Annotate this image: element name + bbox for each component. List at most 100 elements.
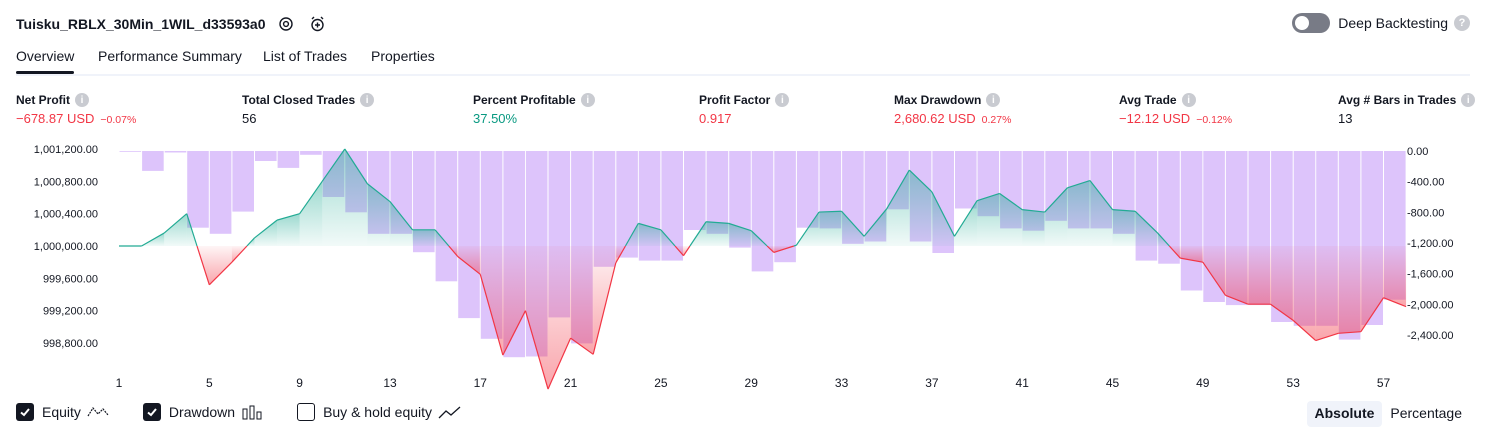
info-icon[interactable]: i [1461, 93, 1475, 107]
drawdown-bar [255, 151, 277, 161]
metric-profit-factor: Profit Factor i 0.917 [699, 93, 789, 126]
metric-value-text: 13 [1338, 111, 1352, 126]
equity-area-segment [706, 222, 729, 246]
info-icon[interactable]: i [75, 93, 89, 107]
metric-value-text: 2,680.62 USD [894, 111, 976, 126]
metric-avg-trade: Avg Trade i −12.12 USD −0.12% [1119, 93, 1232, 126]
metric-value: 13 [1338, 111, 1475, 126]
equity-area-segment [1113, 210, 1136, 246]
info-icon[interactable]: i [581, 93, 595, 107]
x-axis-tick-label: 21 [564, 376, 578, 390]
x-axis-tick-label: 1 [116, 376, 123, 390]
drawdown-bar [797, 151, 819, 228]
info-icon[interactable]: i [1182, 93, 1196, 107]
tab-list-of-trades[interactable]: List of Trades [263, 48, 347, 64]
left-axis-tick-label: 998,800.00 [43, 338, 98, 350]
equity-line-segment [819, 211, 842, 212]
drawdown-bar [774, 151, 796, 262]
buy-hold-checkbox[interactable] [297, 403, 315, 421]
right-axis-labels: 0.00 -400.00 -800.00 -1,200.00 -1,600.00 -2,0… [1407, 146, 1453, 342]
x-axis-tick-label: 57 [1377, 376, 1391, 390]
right-axis-tick-label: -1,600.00 [1407, 269, 1453, 281]
equity-area-segment [1316, 246, 1339, 341]
drawdown-bar [278, 151, 300, 168]
metric-label-text: Profit Factor [699, 93, 770, 107]
legend-buy-hold-equity[interactable]: Buy & hold equity [297, 403, 462, 421]
drawdown-bar [1181, 151, 1203, 291]
add-alert-clock-icon[interactable] [306, 12, 330, 36]
metric-label: Net Profit i [16, 93, 136, 107]
deep-backtesting-toggle[interactable] [1292, 13, 1330, 33]
chart-legend: Equity Drawdown Buy & hold equity [16, 403, 496, 421]
metric-total-closed-trades: Total Closed Trades i 56 [242, 93, 374, 126]
x-axis-tick-label: 45 [1106, 376, 1120, 390]
metric-percent-profitable: Percent Profitable i 37.50% [473, 93, 595, 126]
metric-value-text: 56 [242, 111, 256, 126]
drawdown-bar [458, 151, 480, 318]
metric-label: Max Drawdown i [894, 93, 1011, 107]
settings-gear-icon[interactable] [274, 12, 298, 36]
drawdown-bars-icon [241, 404, 263, 420]
equity-area-segment [1067, 181, 1090, 246]
legend-equity[interactable]: Equity [16, 403, 109, 421]
metric-value-text: −678.87 USD [16, 111, 94, 126]
mode-percentage-button[interactable]: Percentage [1382, 401, 1470, 427]
equity-drawdown-chart[interactable]: 1,001,200.00 1,000,800.00 1,000,400.00 1,00… [0, 138, 1486, 396]
x-axis-tick-label: 41 [1016, 376, 1030, 390]
metric-label-text: Avg Trade [1119, 93, 1177, 107]
x-axis-tick-label: 53 [1287, 376, 1301, 390]
drawdown-checkbox[interactable] [143, 403, 161, 421]
x-axis-tick-label: 17 [474, 376, 488, 390]
value-mode-switch: Absolute Percentage [1307, 401, 1471, 427]
equity-area-segment [1338, 246, 1361, 333]
equity-area-segment [300, 181, 323, 246]
strategy-header: Tuisku_RBLX_30Min_1WIL_d33593a0 [16, 12, 330, 36]
metric-value-text: 37.50% [473, 111, 517, 126]
metric-label-text: Max Drawdown [894, 93, 981, 107]
metric-value-text: −12.12 USD [1119, 111, 1190, 126]
help-icon[interactable]: ? [1454, 15, 1470, 31]
equity-area-segment [1225, 246, 1248, 304]
tab-properties[interactable]: Properties [371, 48, 435, 64]
x-axis-tick-label: 29 [745, 376, 759, 390]
metric-label: Profit Factor i [699, 93, 789, 107]
left-axis-tick-label: 999,600.00 [43, 273, 98, 285]
tab-performance-summary[interactable]: Performance Summary [98, 48, 242, 64]
metric-label-text: Percent Profitable [473, 93, 576, 107]
info-icon[interactable]: i [360, 93, 374, 107]
left-axis-tick-label: 1,000,000.00 [34, 241, 98, 253]
left-axis-labels: 1,001,200.00 1,000,800.00 1,000,400.00 1,00… [34, 144, 98, 350]
report-tabs: Overview Performance Summary List of Tra… [16, 44, 1470, 76]
toggle-knob [1295, 16, 1309, 30]
metric-percent: −0.07% [100, 114, 136, 126]
mode-absolute-button[interactable]: Absolute [1307, 401, 1383, 427]
tab-overview[interactable]: Overview [16, 48, 74, 64]
drawdown-bar [707, 151, 729, 234]
metric-max-drawdown: Max Drawdown i 2,680.62 USD 0.27% [894, 93, 1011, 126]
drawdown-label: Drawdown [169, 404, 235, 420]
left-axis-tick-label: 1,001,200.00 [34, 144, 98, 156]
buy-hold-line-icon [438, 404, 462, 420]
equity-checkbox[interactable] [16, 403, 34, 421]
metric-net-profit: Net Profit i −678.87 USD −0.07% [16, 93, 136, 126]
metric-value: −678.87 USD −0.07% [16, 111, 136, 126]
metric-value: −12.12 USD −0.12% [1119, 111, 1232, 126]
x-axis-labels: 1 5 9 13 17 21 25 29 33 37 41 45 49 53 57 [116, 376, 1391, 390]
equity-area-segment [254, 220, 277, 246]
buy-hold-label: Buy & hold equity [323, 404, 432, 420]
left-axis-tick-label: 999,200.00 [43, 306, 98, 318]
drawdown-bar [187, 151, 209, 228]
info-icon[interactable]: i [775, 93, 789, 107]
metric-percent: 0.27% [982, 114, 1012, 126]
equity-line-segment [794, 245, 797, 246]
drawdown-bar [120, 151, 142, 152]
equity-line-icon [87, 404, 109, 420]
x-axis-tick-label: 33 [835, 376, 849, 390]
equity-area-segment [1383, 246, 1406, 307]
deep-backtesting-control: Deep Backtesting ? [1292, 13, 1470, 33]
strategy-title: Tuisku_RBLX_30Min_1WIL_d33593a0 [16, 16, 266, 32]
info-icon[interactable]: i [986, 93, 1000, 107]
legend-drawdown[interactable]: Drawdown [143, 403, 263, 421]
equity-area-segment [819, 211, 842, 246]
metric-avg-bars-in-trades: Avg # Bars in Trades i 13 [1338, 93, 1475, 126]
